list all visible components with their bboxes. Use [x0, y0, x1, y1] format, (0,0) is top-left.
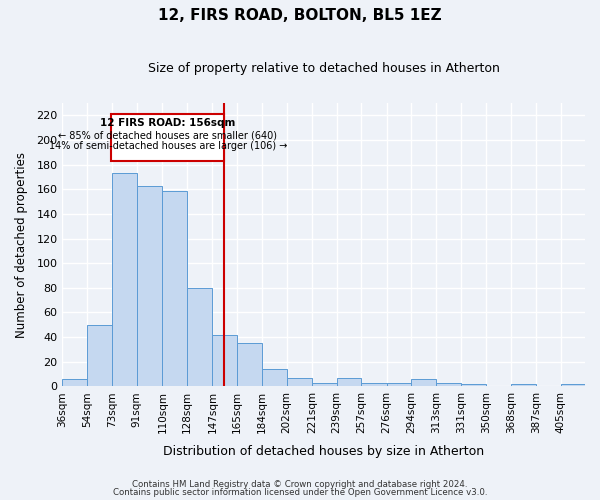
Bar — [62, 379, 87, 386]
Bar — [461, 384, 487, 386]
Text: 14% of semi-detached houses are larger (106) →: 14% of semi-detached houses are larger (… — [49, 141, 287, 151]
Bar — [436, 382, 461, 386]
Text: 12, FIRS ROAD, BOLTON, BL5 1EZ: 12, FIRS ROAD, BOLTON, BL5 1EZ — [158, 8, 442, 22]
Bar — [262, 369, 287, 386]
Bar — [212, 334, 236, 386]
Bar — [287, 378, 312, 386]
Bar — [337, 378, 361, 386]
Bar — [187, 288, 212, 386]
Text: 12 FIRS ROAD: 156sqm: 12 FIRS ROAD: 156sqm — [100, 118, 235, 128]
Bar — [411, 379, 436, 386]
Bar — [111, 114, 224, 161]
Bar — [361, 382, 386, 386]
Text: Contains public sector information licensed under the Open Government Licence v3: Contains public sector information licen… — [113, 488, 487, 497]
Bar — [163, 190, 187, 386]
Bar — [87, 325, 112, 386]
Y-axis label: Number of detached properties: Number of detached properties — [15, 152, 28, 338]
X-axis label: Distribution of detached houses by size in Atherton: Distribution of detached houses by size … — [163, 444, 484, 458]
Text: ← 85% of detached houses are smaller (640): ← 85% of detached houses are smaller (64… — [58, 130, 277, 140]
Bar — [236, 344, 262, 386]
Text: Contains HM Land Registry data © Crown copyright and database right 2024.: Contains HM Land Registry data © Crown c… — [132, 480, 468, 489]
Title: Size of property relative to detached houses in Atherton: Size of property relative to detached ho… — [148, 62, 500, 76]
Bar — [312, 382, 337, 386]
Bar — [386, 382, 411, 386]
Bar — [137, 186, 163, 386]
Bar — [511, 384, 536, 386]
Bar — [112, 174, 137, 386]
Bar — [560, 384, 585, 386]
